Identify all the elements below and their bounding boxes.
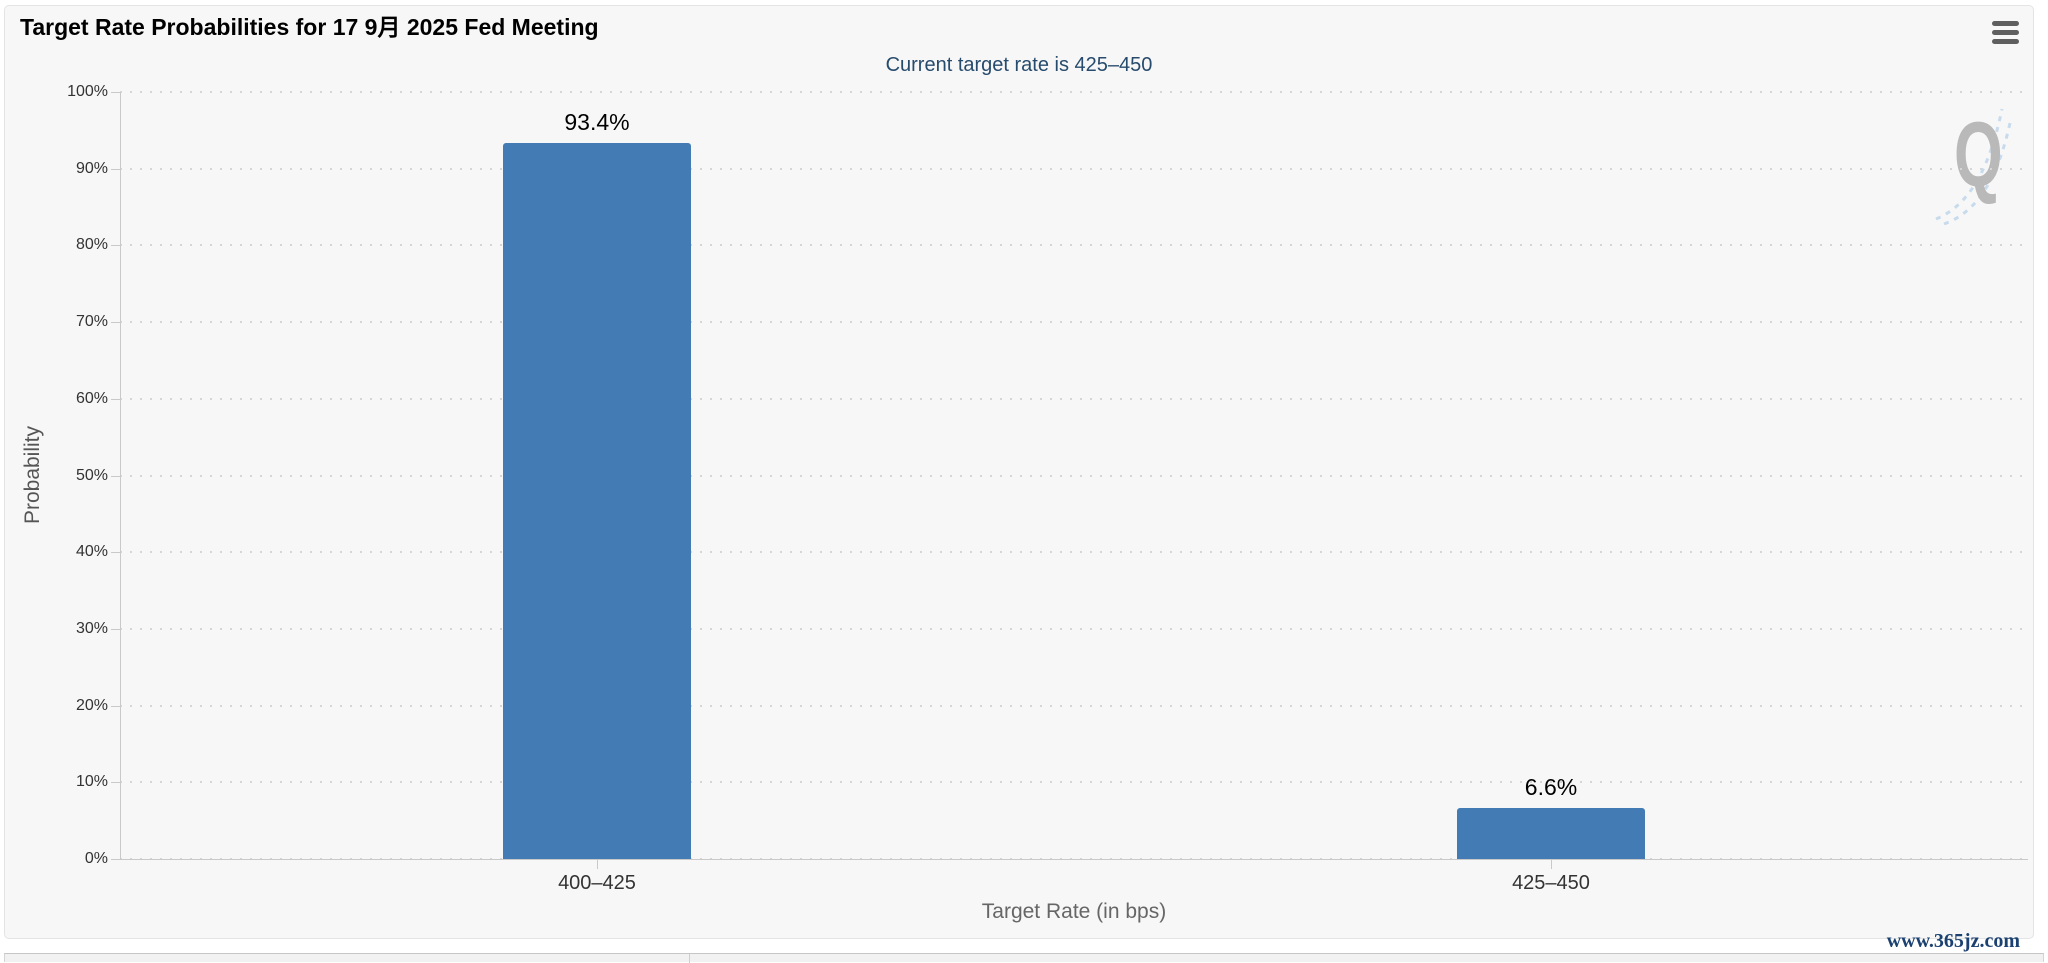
table-cell-divider: [689, 954, 690, 963]
y-axis-tick: [111, 552, 120, 553]
y-axis-tick: [111, 399, 120, 400]
y-axis-label: 90%: [75, 160, 108, 177]
y-axis-tick: [111, 782, 120, 783]
y-axis-tick: [111, 706, 120, 707]
y-gridline: [120, 475, 2028, 477]
y-axis-label: 20%: [75, 697, 108, 714]
y-axis-label: 30%: [75, 620, 108, 637]
x-axis-category-label: 400–425: [558, 872, 636, 894]
y-gridline: [120, 705, 2028, 707]
bar-value-label: 93.4%: [564, 109, 630, 135]
bar[interactable]: [1457, 808, 1645, 859]
y-gridline: [120, 168, 2028, 170]
y-gridline: [120, 551, 2028, 553]
x-axis-title: Target Rate (in bps): [981, 900, 1167, 923]
chart-title: Target Rate Probabilities for 17 9月 2025…: [20, 14, 599, 40]
hamburger-menu-icon: [1991, 20, 2019, 26]
y-axis-tick: [111, 629, 120, 630]
bar-value-label: 6.6%: [1524, 774, 1578, 800]
hamburger-menu-icon: [1991, 38, 2019, 44]
y-gridline: [120, 398, 2028, 400]
y-axis-tick: [111, 169, 120, 170]
y-axis-label: 70%: [75, 313, 108, 330]
watermark-swoosh-icon: [1935, 108, 2012, 225]
x-axis-line: [120, 859, 2028, 860]
y-gridline: [120, 321, 2028, 323]
x-axis-tick: [1551, 859, 1552, 869]
chart-context-menu-button[interactable]: [1982, 12, 2028, 52]
bar[interactable]: [503, 143, 691, 859]
y-axis-tick: [111, 245, 120, 246]
y-axis-tick: [111, 859, 120, 860]
y-gridline: [120, 628, 2028, 630]
y-axis-label: 10%: [75, 773, 108, 790]
y-gridline: [120, 244, 2028, 246]
site-watermark-link[interactable]: www.365jz.com: [1886, 930, 2020, 952]
hamburger-menu-icon: [1991, 29, 2019, 35]
watermark-q-letter: Q: [1954, 104, 2003, 206]
chart-container: [4, 5, 2034, 939]
y-axis-tick: [111, 92, 120, 93]
y-gridline: [120, 91, 2028, 93]
y-axis-tick: [111, 322, 120, 323]
y-gridline: [120, 781, 2028, 783]
y-axis-label: 40%: [75, 543, 108, 560]
y-axis-label: 60%: [75, 390, 108, 407]
y-axis-tick: [111, 476, 120, 477]
y-axis-label: 50%: [75, 467, 108, 484]
y-axis-line: [120, 92, 121, 860]
y-axis-label: 0%: [84, 850, 108, 867]
quikstrike-logo-watermark: Q: [1930, 95, 2048, 225]
x-axis-category-label: 425–450: [1512, 872, 1590, 894]
y-axis-label: 80%: [75, 236, 108, 253]
chart-subtitle: Current target rate is 425–450: [885, 54, 1153, 76]
y-axis-title: Probability: [21, 425, 44, 525]
y-axis-label: 100%: [67, 83, 108, 100]
x-axis-tick: [597, 859, 598, 869]
table-header-strip: [4, 953, 2044, 963]
